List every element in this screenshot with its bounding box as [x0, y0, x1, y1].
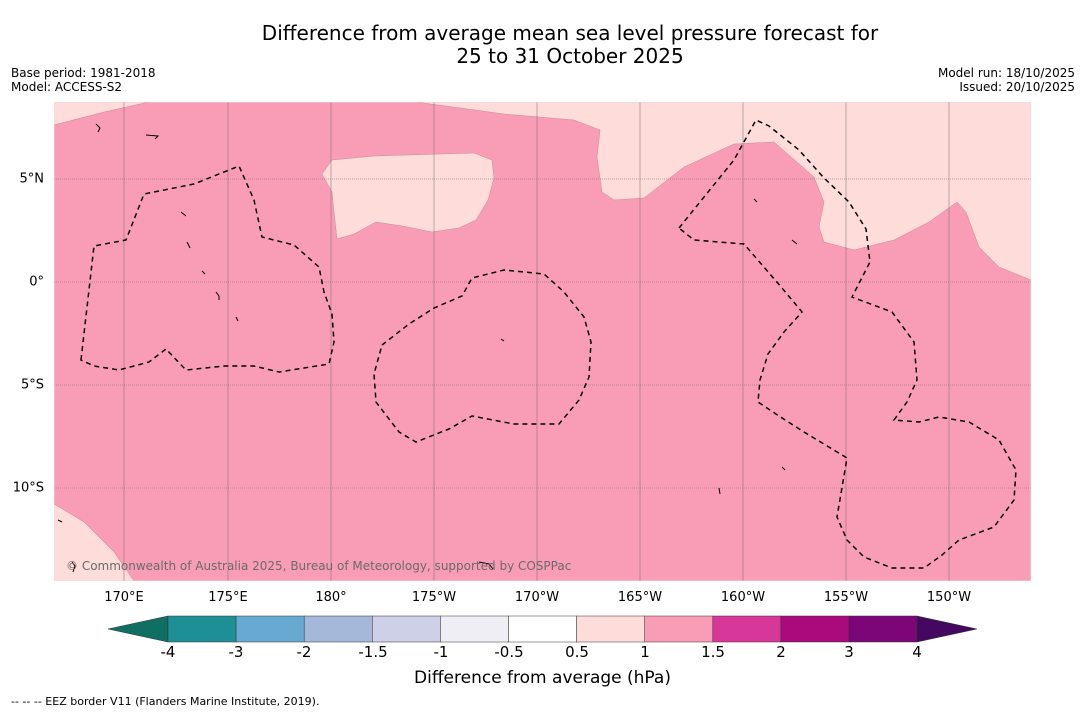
colorbar-cell — [848, 615, 918, 643]
issued-date: Issued: 20/10/2025 — [959, 80, 1075, 94]
island — [71, 561, 76, 573]
anomaly-0.5-to-1-north-strip — [54, 102, 150, 126]
island — [235, 316, 239, 322]
anomaly-0.5-to-1-central-blob — [321, 152, 495, 240]
colorbar-label: -2 — [296, 643, 312, 661]
lon-tick-170w: 170°W — [514, 590, 560, 605]
map-panel — [54, 102, 1031, 581]
island — [753, 198, 758, 203]
island — [95, 123, 101, 133]
island — [718, 487, 721, 495]
colorbar — [108, 615, 978, 643]
colorbar-cell — [576, 615, 645, 643]
coastlines — [57, 123, 798, 573]
colorbar-label: 4 — [912, 643, 922, 661]
colorbar-over-arrow — [916, 615, 978, 643]
colorbar-under-arrow — [108, 615, 169, 643]
lat-tick-5s: 5°S — [20, 377, 44, 393]
metadata-right: Model run: 18/10/2025 Issued: 20/10/2025 — [938, 66, 1075, 94]
colorbar-label: 0.5 — [565, 643, 589, 661]
lat-tick-0: 0° — [29, 274, 44, 290]
colorbar-cell — [235, 615, 305, 643]
colorbar-label: 2 — [776, 643, 786, 661]
island — [145, 134, 160, 140]
chart-title: Difference from average mean sea level p… — [0, 22, 1085, 68]
island — [791, 239, 798, 245]
colorbar-label: 1.5 — [701, 643, 725, 661]
lat-tick-5n: 5°N — [19, 171, 45, 187]
colorbar-cell — [712, 615, 782, 643]
model-run: Model run: 18/10/2025 — [937, 66, 1075, 80]
title-line-1: Difference from average mean sea level p… — [261, 21, 879, 45]
colorbar-label: -4 — [160, 643, 176, 661]
island — [186, 241, 191, 249]
eez-footnote: -- -- -- EEZ border V11 (Flanders Marine… — [11, 695, 320, 708]
colorbar-cells — [167, 615, 918, 643]
base-period: Base period: 1981-2018 — [11, 66, 156, 80]
colorbar-cell — [372, 615, 441, 643]
colorbar-cell — [644, 615, 714, 643]
colorbar-label: -3 — [228, 643, 244, 661]
graticule — [54, 102, 1031, 581]
eez-borders — [80, 119, 1017, 569]
metadata-left: Base period: 1981-2018 Model: ACCESS-S2 — [11, 66, 156, 94]
island — [500, 338, 505, 342]
island — [478, 561, 494, 570]
colorbar-label: -1.5 — [358, 643, 388, 661]
lon-tick-150w: 150°W — [926, 590, 972, 605]
lon-tick-160w: 160°W — [720, 590, 766, 605]
lon-tick-155w: 155°W — [823, 590, 869, 605]
island — [57, 519, 63, 523]
colorbar-label: -1 — [433, 643, 449, 661]
island — [781, 466, 786, 471]
island — [180, 211, 187, 217]
colorbar-label: 1 — [640, 643, 650, 661]
island — [215, 291, 220, 300]
colorbar-cell — [780, 615, 850, 643]
colorbar-cell — [440, 615, 509, 643]
lon-tick-165w: 165°W — [617, 590, 663, 605]
lon-tick-175w: 175°W — [411, 590, 457, 605]
lat-tick-10s: 10°S — [12, 480, 44, 496]
model-name: Model: ACCESS-S2 — [11, 80, 123, 94]
colorbar-cell — [508, 615, 577, 643]
island — [201, 270, 206, 275]
eez-border-west — [80, 165, 335, 373]
colorbar-cell — [303, 615, 373, 643]
colorbar-label: -0.5 — [494, 643, 524, 661]
lon-tick-175e: 175°E — [208, 590, 248, 605]
anomaly-0.5-to-1-northeast-region — [415, 102, 1031, 281]
eez-border-central — [373, 269, 592, 443]
colorbar-title: Difference from average (hPa) — [414, 668, 671, 688]
title-line-2: 25 to 31 October 2025 — [456, 44, 684, 68]
colorbar-cell — [167, 615, 237, 643]
eez-border-east — [677, 119, 1017, 569]
lon-tick-180: 180° — [315, 590, 347, 605]
lon-tick-170e: 170°E — [104, 590, 144, 605]
colorbar-label: 3 — [844, 643, 854, 661]
copyright-notice: © Commonwealth of Australia 2025, Bureau… — [66, 559, 572, 573]
